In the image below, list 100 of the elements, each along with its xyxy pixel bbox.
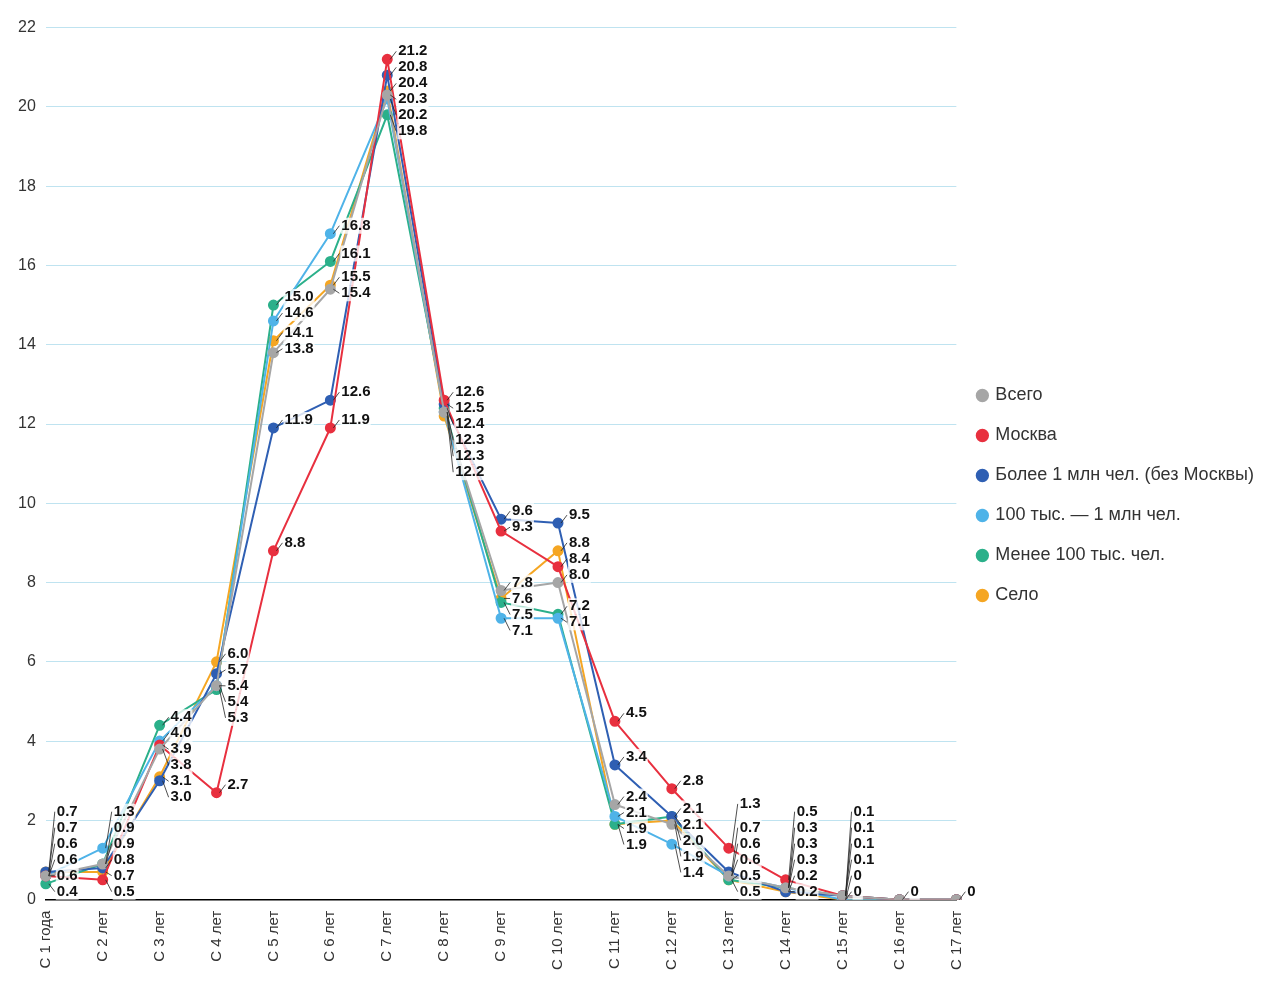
data-label: 5.4	[227, 675, 250, 693]
data-label: 0.7	[739, 817, 761, 835]
x-tick-label: С 9 лет	[491, 910, 509, 962]
data-label: 0.1	[853, 849, 875, 867]
y-tick-label: 14	[18, 335, 36, 353]
data-label: 8.4	[569, 548, 591, 566]
data-label: 2.1	[682, 814, 704, 832]
data-label: 4.5	[625, 703, 647, 721]
data-label: 3.1	[170, 771, 192, 789]
data-label: 9.6	[512, 501, 533, 519]
data-label: 2.7	[227, 774, 249, 792]
data-label: 13.8	[284, 338, 314, 356]
data-label: 3.4	[625, 747, 648, 765]
data-label: 15.0	[284, 287, 314, 305]
data-label: 9.5	[569, 505, 590, 523]
data-label: 11.9	[341, 410, 370, 428]
data-label: 15.5	[341, 267, 371, 285]
data-label: 12.5	[455, 398, 485, 416]
x-tick-label: С 14 лет	[775, 910, 793, 971]
legend-label: 100 тыс. — 1 млн чел.	[995, 504, 1181, 525]
data-label: 1.9	[625, 818, 647, 836]
x-tick-label: С 12 лет	[661, 910, 679, 971]
data-label: 0.6	[56, 849, 78, 867]
data-label: 0.3	[796, 833, 818, 851]
x-tick-label: С 8 лет	[434, 910, 452, 962]
data-label: 0.1	[853, 801, 875, 819]
data-label: 0.9	[113, 817, 135, 835]
data-label: 0.5	[739, 865, 761, 883]
x-tick-label: С 1 года	[35, 910, 53, 969]
data-label: 12.3	[455, 446, 485, 464]
x-tick-label: С 10 лет	[548, 910, 566, 971]
data-label: 16.8	[341, 215, 371, 233]
data-label: 16.1	[341, 243, 371, 261]
data-label: 20.3	[398, 89, 428, 107]
data-label: 7.5	[512, 604, 533, 622]
x-tick-label: С 3 лет	[149, 910, 167, 962]
data-label: 12.3	[455, 430, 485, 448]
data-label: 0.8	[113, 849, 135, 867]
data-label: 5.3	[227, 707, 249, 725]
x-tick-label: С 11 лет	[605, 910, 623, 969]
data-label: 1.9	[625, 834, 647, 852]
data-label: 1.9	[682, 846, 704, 864]
data-label: 1.4	[682, 862, 705, 880]
data-label: 0.7	[113, 865, 135, 883]
x-tick-label: С 16 лет	[889, 910, 907, 971]
x-tick-label: С 6 лет	[320, 910, 338, 962]
legend-label: Менее 100 тыс. чел.	[995, 544, 1166, 565]
data-label: 0	[910, 881, 919, 899]
x-tick-label: С 13 лет	[718, 910, 736, 971]
x-tick-label: С 15 лет	[832, 910, 850, 971]
data-label: 0.1	[853, 817, 875, 835]
data-label: 0	[853, 881, 862, 899]
y-tick-label: 16	[18, 255, 36, 273]
data-label: 12.4	[455, 414, 486, 432]
y-tick-label: 6	[26, 652, 36, 670]
data-label: 0.7	[56, 801, 78, 819]
data-label: 20.8	[398, 57, 428, 75]
data-label: 12.6	[341, 382, 371, 400]
data-label: 3.9	[170, 739, 192, 757]
y-tick-label: 12	[18, 414, 36, 432]
data-label: 20.2	[398, 105, 428, 123]
data-label: 0.7	[56, 817, 78, 835]
x-tick-label: С 5 лет	[263, 910, 281, 962]
y-tick-label: 4	[26, 731, 36, 749]
data-label: 0.3	[796, 849, 818, 867]
x-tick-label: С 17 лет	[946, 910, 964, 971]
data-label: 0.5	[739, 881, 761, 899]
data-label: 5.4	[227, 691, 250, 709]
data-label: 0	[853, 865, 862, 883]
data-label: 12.2	[455, 462, 485, 480]
y-tick-label: 22	[18, 18, 36, 36]
data-label: 15.4	[341, 283, 372, 301]
data-label: 0.4	[56, 881, 79, 899]
data-label: 7.6	[512, 588, 533, 606]
legend-label: Всего	[995, 384, 1043, 405]
legend-label: Село	[995, 584, 1039, 605]
x-tick-label: С 4 лет	[206, 910, 224, 962]
data-label: 5.7	[227, 659, 249, 677]
data-label: 11.9	[284, 410, 313, 428]
data-label: 0.6	[739, 833, 761, 851]
data-label: 1.3	[739, 794, 761, 812]
data-label: 8.0	[569, 564, 590, 582]
data-label: 0.9	[113, 833, 135, 851]
data-label: 2.8	[682, 770, 704, 788]
data-label: 2.1	[625, 802, 647, 820]
data-label: 8.8	[284, 532, 306, 550]
data-label: 0.1	[853, 833, 875, 851]
data-label: 0	[967, 881, 976, 899]
data-label: 3.0	[170, 787, 192, 805]
data-label: 0.2	[796, 865, 818, 883]
data-label: 14.6	[284, 303, 314, 321]
data-label: 21.2	[398, 41, 428, 59]
x-tick-label: С 2 лет	[92, 910, 110, 962]
legend-label: Более 1 млн чел. (без Москвы)	[995, 464, 1255, 485]
data-label: 14.1	[284, 322, 314, 340]
data-label: 7.1	[512, 620, 533, 638]
data-label: 4.4	[170, 707, 193, 725]
data-label: 2.0	[682, 830, 704, 848]
data-label: 20.4	[398, 73, 429, 91]
data-label: 12.6	[455, 382, 485, 400]
